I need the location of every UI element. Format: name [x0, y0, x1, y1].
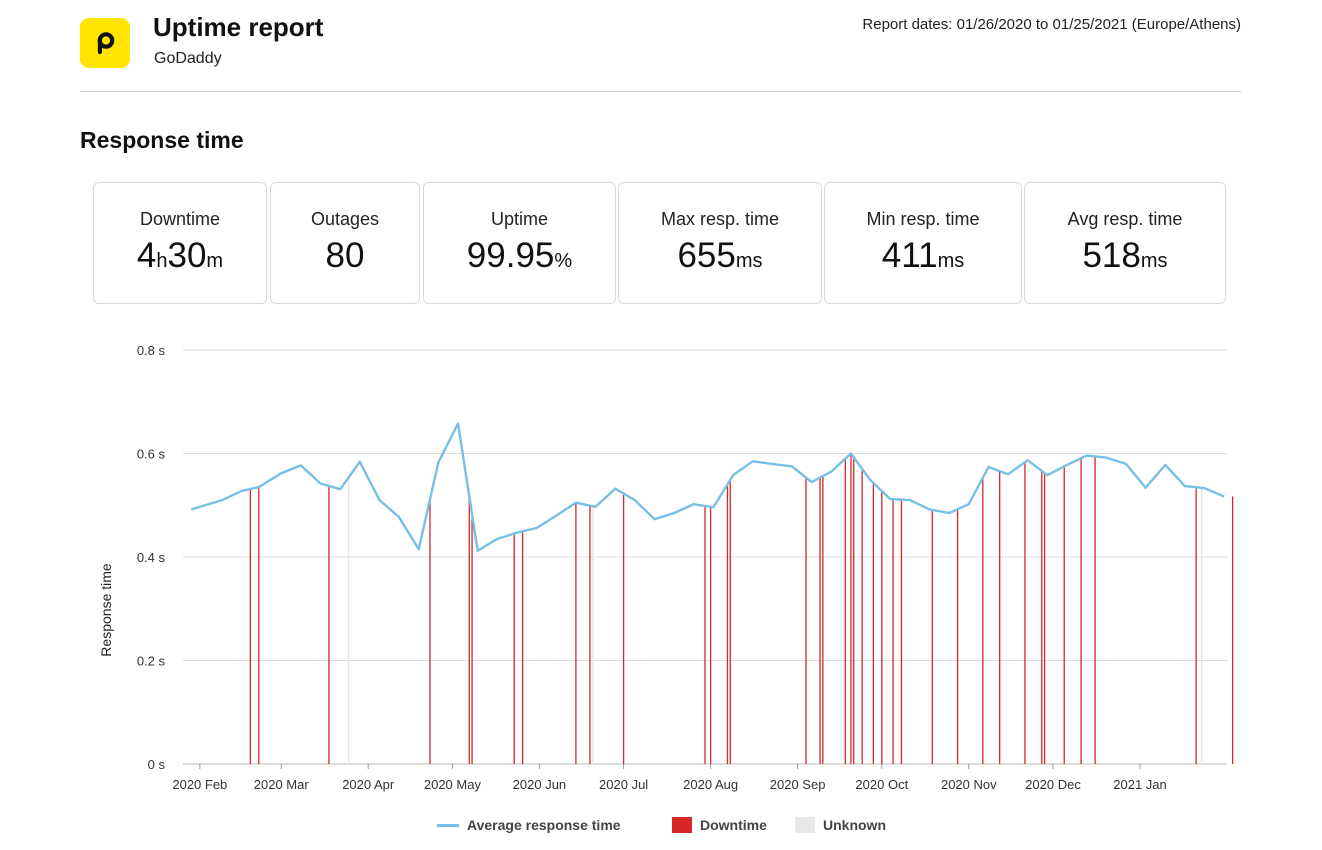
stat-unit: ms	[937, 250, 965, 272]
downtime-swatch-icon	[672, 817, 692, 833]
y-tick-label: 0.8 s	[137, 343, 166, 358]
x-tick-label: 2021 Jan	[1113, 777, 1167, 792]
y-tick-label: 0.6 s	[137, 447, 166, 462]
stat-value: 4h30m	[94, 236, 266, 281]
stat-unit: m	[206, 250, 224, 272]
stat-unit: ms	[735, 250, 763, 272]
stat-card-min-resp-time: Min resp. time 411ms	[824, 182, 1022, 304]
x-tick-label: 2020 Mar	[254, 777, 310, 792]
x-tick-label: 2020 Nov	[941, 777, 997, 792]
x-tick-label: 2020 May	[424, 777, 482, 792]
stat-unit: h	[156, 250, 168, 272]
stat-value: 99.95%	[424, 236, 615, 281]
x-tick-labels: 2020 Feb 2020 Mar 2020 Apr 2020 May 2020 Jun…	[172, 764, 1167, 792]
y-tick-label: 0.4 s	[137, 550, 166, 565]
x-tick-label: 2020 Oct	[855, 777, 908, 792]
stat-number: 411	[881, 236, 938, 275]
x-tick-label: 2020 Aug	[683, 777, 738, 792]
stat-unit: %	[554, 250, 573, 272]
stat-label: Outages	[310, 209, 380, 229]
stat-label: Downtime	[139, 209, 221, 229]
stat-number: 4	[136, 236, 157, 275]
x-tick-label: 2020 Apr	[342, 777, 395, 792]
response-series	[191, 422, 1225, 552]
legend-label: Average response time	[467, 817, 621, 833]
pingdom-logo-icon	[97, 32, 115, 55]
page-subtitle: GoDaddy	[154, 50, 222, 67]
legend-label: Downtime	[700, 817, 767, 833]
page-title: Uptime report	[153, 12, 324, 42]
stat-number: 80	[325, 236, 365, 275]
legend-item-downtime[interactable]: Downtime	[672, 817, 767, 833]
header-divider	[80, 91, 1241, 92]
stat-card-downtime: Downtime 4h30m	[93, 182, 267, 304]
legend-item-average[interactable]: Average response time	[437, 817, 621, 833]
stat-number: 518	[1082, 236, 1141, 275]
stat-card-uptime: Uptime 99.95%	[423, 182, 616, 304]
stat-label: Uptime	[490, 209, 548, 229]
app-logo	[80, 18, 130, 68]
x-tick-label: 2020 Feb	[172, 777, 227, 792]
stat-card-outages: Outages 80	[270, 182, 420, 304]
downtime-markers	[249, 453, 1234, 764]
y-axis-label: Response time	[98, 563, 114, 657]
stat-value: 411ms	[825, 236, 1021, 281]
stat-card-max-resp-time: Max resp. time 655ms	[618, 182, 822, 304]
report-dates: Report dates: 01/26/2020 to 01/25/2021 (…	[862, 16, 1241, 33]
legend-item-unknown[interactable]: Unknown	[795, 817, 886, 833]
x-tick-label: 2020 Dec	[1025, 777, 1081, 792]
stat-label: Min resp. time	[866, 209, 980, 229]
chart-legend: Average response time Downtime Unknown	[0, 817, 1322, 837]
response-time-chart: 0 s 0.2 s 0.4 s 0.6 s 0.8 s 2020 Feb 2020 Mar…	[98, 343, 1234, 792]
response-time-line	[191, 422, 1225, 552]
stat-value: 655ms	[619, 236, 821, 281]
y-tick-label: 0 s	[148, 757, 166, 772]
stat-number: 655	[677, 236, 736, 275]
stat-unit: ms	[1140, 250, 1168, 272]
stat-value: 80	[271, 236, 419, 276]
stat-label: Max resp. time	[660, 209, 780, 229]
stat-number: 30	[167, 236, 207, 275]
x-tick-label: 2020 Jun	[513, 777, 567, 792]
section-title: Response time	[80, 127, 244, 153]
unknown-swatch-icon	[795, 817, 815, 833]
stat-value: 518ms	[1025, 236, 1225, 281]
stat-number: 99.95	[466, 236, 555, 275]
y-tick-labels: 0 s 0.2 s 0.4 s 0.6 s 0.8 s	[137, 343, 166, 772]
y-tick-label: 0.2 s	[137, 654, 166, 669]
legend-label: Unknown	[823, 817, 886, 833]
line-swatch-icon	[437, 823, 459, 827]
stat-card-avg-resp-time: Avg resp. time 518ms	[1024, 182, 1226, 304]
x-tick-label: 2020 Jul	[599, 777, 648, 792]
unknown-markers	[347, 477, 1203, 764]
x-tick-label: 2020 Sep	[770, 777, 826, 792]
stat-label: Avg resp. time	[1067, 209, 1183, 229]
